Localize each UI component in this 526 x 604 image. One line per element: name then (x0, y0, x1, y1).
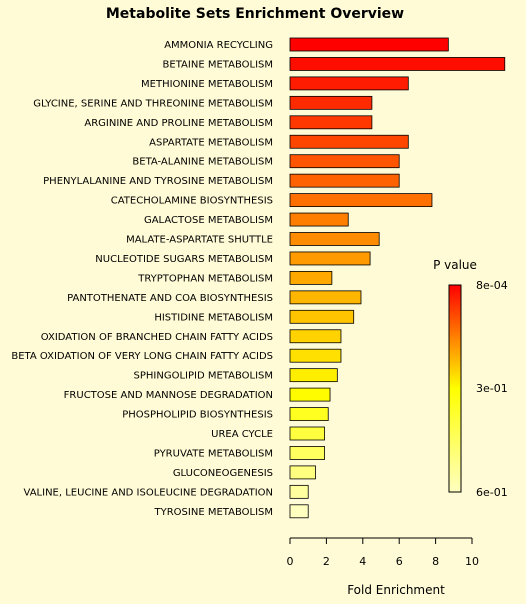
x-axis-title: Fold Enrichment (347, 583, 445, 597)
bar (289, 37, 449, 52)
bar (289, 387, 331, 402)
bar (289, 465, 316, 480)
bar (289, 57, 506, 71)
category-label: AMMONIA RECYCLING (164, 40, 273, 51)
category-label: MALATE-ASPARTATE SHUTTLE (126, 235, 273, 246)
legend-label-mid: 3e-01 (476, 382, 508, 395)
category-label: BETA OXIDATION OF VERY LONG CHAIN FATTY … (11, 351, 273, 362)
legend-label-bottom: 6e-01 (476, 486, 508, 499)
category-label: METHIONINE METABOLISM (141, 79, 273, 90)
x-tick-label: 4 (359, 555, 366, 568)
category-label: GLYCINE, SERINE AND THREONINE METABOLISM (33, 98, 273, 109)
x-tick-label: 0 (287, 555, 294, 568)
category-label: SPHINGOLIPID METABOLISM (134, 371, 274, 382)
bar (289, 251, 371, 266)
x-axis: 0 2 4 6 8 10 (287, 537, 479, 568)
category-label: ASPARTATE METABOLISM (149, 137, 273, 148)
x-tick-label: 2 (323, 555, 330, 568)
bar (289, 309, 355, 324)
category-label: PYRUVATE METABOLISM (154, 448, 273, 459)
bar (289, 426, 325, 441)
bar (289, 348, 342, 363)
category-label: GALACTOSE METABOLISM (144, 215, 273, 226)
category-label: TYROSINE METABOLISM (154, 507, 273, 518)
category-label: CATECHOLAMINE BIOSYNTHESIS (111, 196, 273, 207)
bar (289, 484, 309, 499)
legend-color-bar (448, 284, 462, 493)
category-label: VALINE, LEUCINE AND ISOLEUCINE DEGRADATI… (24, 487, 273, 498)
bar (289, 212, 349, 227)
bar (289, 504, 309, 519)
category-label: TRYPTOPHAN METABOLISM (137, 273, 273, 284)
bar (289, 368, 338, 383)
category-label: GLUCONEOGENESIS (173, 468, 273, 479)
category-label: BETA-ALANINE METABOLISM (132, 157, 273, 168)
bar (289, 446, 325, 460)
category-label: NUCLEOTIDE SUGARS METABOLISM (95, 254, 273, 265)
bar (289, 95, 373, 110)
category-label: FRUCTOSE AND MANNOSE DEGRADATION (64, 390, 273, 401)
category-label: BETAINE METABOLISM (163, 59, 273, 70)
category-label: ARGININE AND PROLINE METABOLISM (84, 118, 273, 129)
bar (289, 134, 409, 149)
bar (289, 193, 433, 208)
x-tick-label: 10 (465, 555, 479, 568)
x-tick-label: 8 (432, 555, 439, 568)
category-label: PANTOTHENATE AND COA BIOSYNTHESIS (67, 293, 273, 304)
chart-title: Metabolite Sets Enrichment Overview (106, 6, 404, 22)
bars-group (289, 37, 506, 519)
category-labels: AMMONIA RECYCLING BETAINE METABOLISM METHI… (11, 40, 273, 518)
bar (289, 173, 400, 188)
bar (289, 270, 333, 285)
x-tick-label: 6 (396, 555, 403, 568)
bar (289, 232, 380, 246)
legend-title: P value (433, 258, 477, 272)
legend: P value 8e-04 3e-01 6e-01 (433, 258, 508, 499)
bar (289, 407, 329, 421)
category-label: HISTIDINE METABOLISM (154, 312, 273, 323)
category-label: OXIDATION OF BRANCHED CHAIN FATTY ACIDS (41, 332, 273, 343)
category-label: UREA CYCLE (211, 429, 273, 440)
legend-label-top: 8e-04 (476, 279, 508, 292)
bar (289, 154, 400, 169)
bar (289, 115, 373, 130)
bar (289, 290, 362, 305)
bar (289, 76, 409, 91)
category-label: PHENYLALANINE AND TYROSINE METABOLISM (43, 176, 273, 187)
bar (289, 329, 342, 344)
category-label: PHOSPHOLIPID BIOSYNTHESIS (122, 410, 273, 421)
